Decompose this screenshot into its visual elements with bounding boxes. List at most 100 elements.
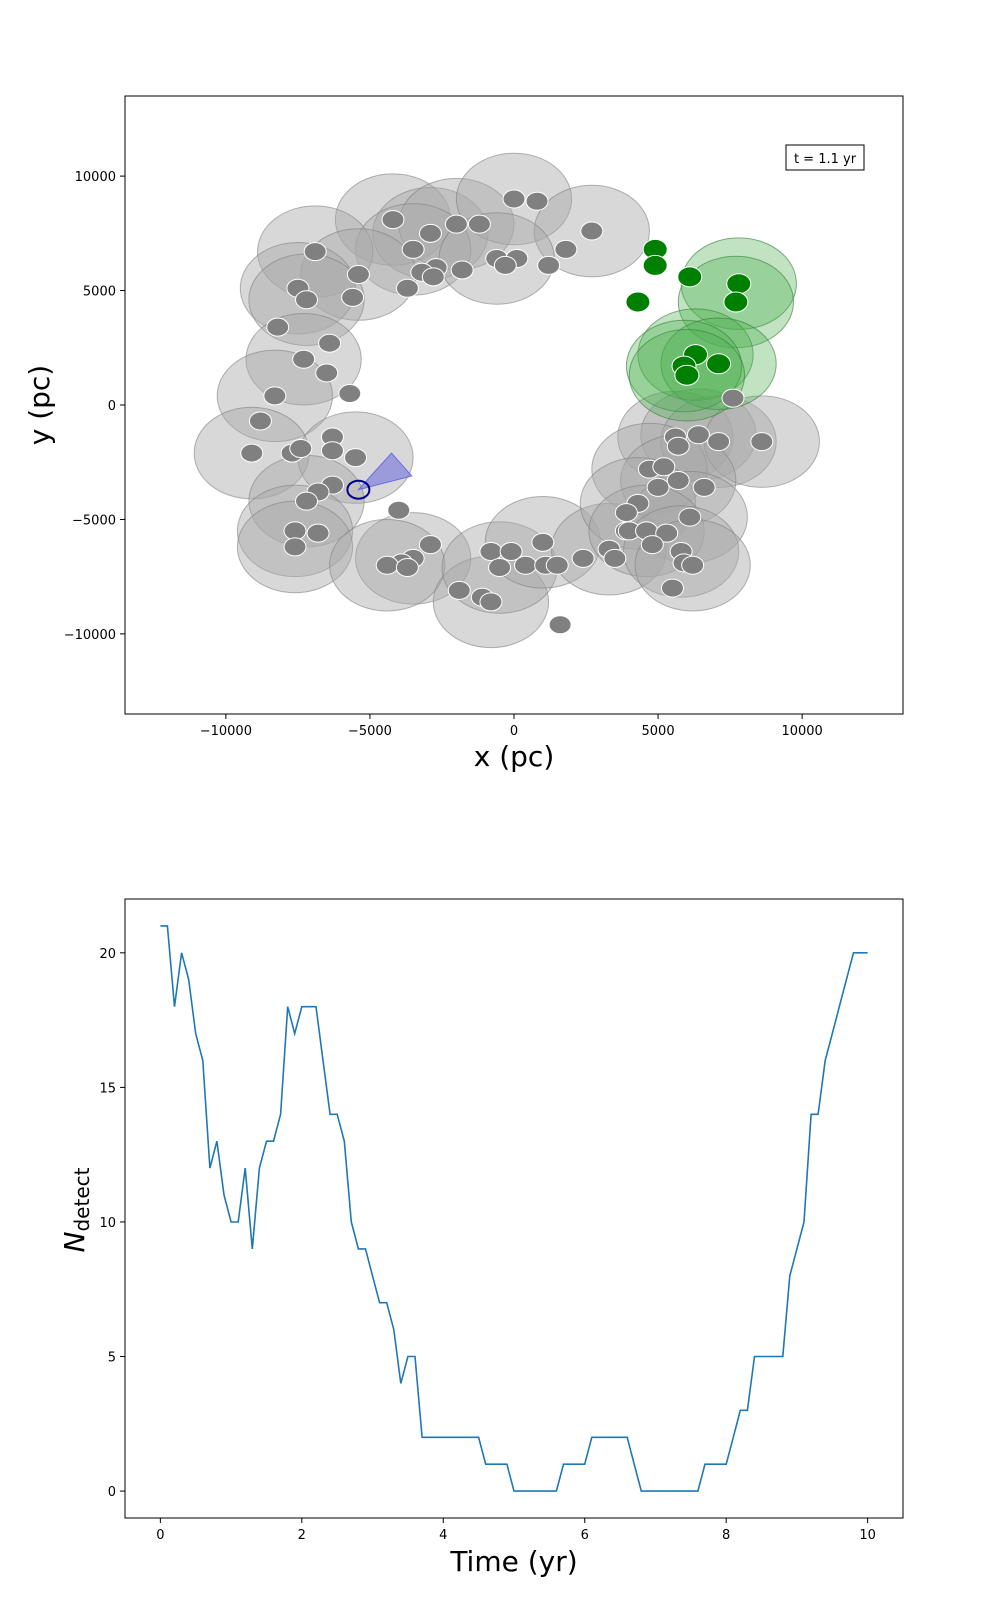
line-x-tick-label: 4 [439, 1528, 447, 1543]
undetected-source-point [344, 448, 368, 468]
map-y-ticks: −10000 −5000 0 5000 10000 [64, 170, 125, 643]
undetected-source-point [283, 521, 307, 541]
line-x-tick-label: 0 [156, 1528, 164, 1543]
undetected-source-point [292, 349, 316, 369]
undetected-source-point [488, 558, 512, 578]
undetected-source-point [666, 436, 690, 456]
undetected-source-point [444, 214, 468, 234]
line-x-tick-label: 8 [722, 1528, 730, 1543]
line-panel: 0 2 4 6 8 10 0 5 10 15 20 Time (yr) Ndetect [58, 898, 904, 1578]
undetected-source-point [479, 541, 503, 561]
undetected-source-point [580, 221, 604, 241]
undetected-source-point [499, 541, 523, 561]
undetected-source-point [531, 532, 555, 552]
undetected-source-point [401, 239, 425, 259]
undetected-source-point [295, 290, 319, 310]
map-annotation-box: t = 1.1 yr [785, 144, 865, 171]
map-panel: −10000 −5000 0 5000 10000 −10000 −5000 0 5000 10… [23, 95, 904, 773]
line-y-tick-label: 15 [99, 1081, 116, 1096]
line-x-tick-label: 6 [581, 1528, 589, 1543]
undetected-source-point [545, 555, 569, 575]
undetected-source-point [283, 537, 307, 557]
undetected-source-point [467, 214, 491, 234]
map-x-ticks: −10000 −5000 0 5000 10000 [200, 714, 823, 739]
map-y-tick-label: 0 [108, 399, 116, 414]
line-y-tick-label: 20 [99, 947, 116, 962]
undetected-source-point [421, 267, 445, 287]
map-annotation-frame [785, 144, 865, 171]
line-x-ticks: 0 2 4 6 8 10 [156, 1518, 876, 1543]
undetected-source-point [450, 260, 474, 280]
undetected-source-point [652, 457, 676, 477]
undetected-source-point [681, 555, 705, 575]
undetected-source-point [666, 471, 690, 491]
undetected-source-point [678, 507, 702, 527]
line-x-tick-label: 10 [859, 1528, 876, 1543]
undetected-source-point [514, 555, 538, 575]
line-y-axis-title-base: N [58, 1231, 91, 1252]
detected-source-point [642, 254, 668, 276]
undetected-source-point [686, 425, 710, 445]
map-x-tick-label: 0 [510, 724, 518, 739]
undetected-source-point [318, 333, 342, 353]
undetected-source-point [346, 265, 370, 285]
line-y-ticks: 0 5 10 15 20 [99, 947, 125, 1500]
line-x-axis-title: Time (yr) [449, 1545, 577, 1578]
map-x-tick-label: −5000 [348, 724, 392, 739]
undetected-source-point [320, 441, 344, 461]
undetected-source-point [614, 503, 638, 523]
undetected-source-point [571, 548, 595, 568]
undetected-source-point [537, 255, 561, 275]
undetected-source-point [646, 477, 670, 497]
beam-wedge [356, 452, 413, 491]
line-x-tick-label: 2 [298, 1528, 306, 1543]
undetected-source-point [479, 592, 503, 612]
map-beam-layer [356, 452, 413, 491]
undetected-source-point [660, 578, 684, 598]
detected-source-point [706, 353, 732, 375]
map-x-axis-title: x (pc) [474, 740, 555, 773]
undetected-source-point [338, 384, 362, 404]
detected-source-point [723, 291, 749, 313]
undetected-source-point [525, 191, 549, 211]
detected-source-point [726, 273, 752, 295]
line-plot-area [124, 898, 904, 1519]
undetected-source-point [303, 242, 327, 262]
undetected-source-point [263, 386, 287, 406]
undetected-source-point [240, 443, 264, 463]
map-points [240, 189, 774, 635]
undetected-source-point [395, 278, 419, 298]
undetected-source-point [721, 388, 745, 408]
map-y-tick-label: −10000 [64, 628, 116, 643]
undetected-source-point [707, 432, 731, 452]
undetected-source-point [554, 239, 578, 259]
undetected-source-point [375, 555, 399, 575]
map-y-axis-title: y (pc) [23, 365, 56, 446]
undetected-source-point [315, 363, 339, 383]
observer-marker [346, 479, 371, 500]
undetected-source-point [493, 255, 517, 275]
line-y-axis-title: Ndetect [58, 1167, 94, 1252]
undetected-source-point [381, 210, 405, 230]
detected-source-point [674, 364, 700, 386]
undetected-source-point [502, 189, 526, 209]
map-annotation: t = 1.1 yr [794, 152, 857, 167]
map-y-tick-label: −5000 [72, 513, 116, 528]
map-x-tick-label: 5000 [642, 724, 675, 739]
undetected-source-point [418, 535, 442, 555]
undetected-source-point [603, 548, 627, 568]
undetected-source-point [289, 438, 313, 458]
undetected-source-point [640, 535, 664, 555]
undetected-source-point [248, 411, 272, 431]
undetected-source-point [548, 615, 572, 635]
line-y-tick-label: 5 [108, 1351, 116, 1366]
undetected-source-point [266, 317, 290, 337]
map-x-tick-label: −10000 [200, 724, 252, 739]
line-y-axis-title-sub: detect [70, 1167, 94, 1231]
undetected-source-point [341, 287, 365, 307]
ndetect-series-line [160, 925, 868, 1492]
undetected-source-point [295, 491, 319, 511]
map-y-tick-label: 10000 [75, 170, 116, 185]
line-y-tick-label: 10 [99, 1216, 116, 1231]
